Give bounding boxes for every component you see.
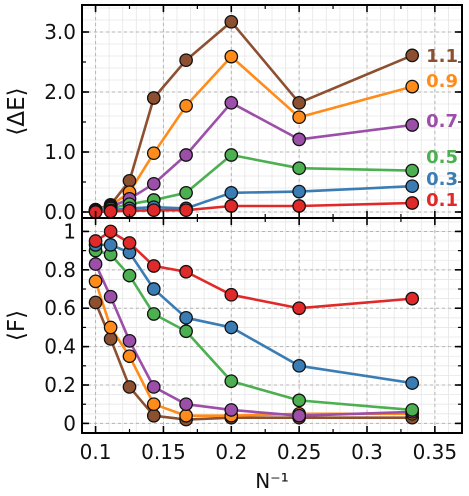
y-tick-label: 0.0 — [44, 200, 76, 224]
data-point-1.1 — [146, 408, 161, 423]
data-point-0.7 — [292, 408, 306, 423]
data-point-0.5 — [179, 185, 193, 200]
data-point-0.3 — [224, 185, 239, 200]
data-point-0.5 — [292, 161, 306, 176]
y-tick-label: 2.0 — [44, 80, 76, 104]
data-point-0.5 — [224, 374, 239, 389]
data-point-0.5 — [122, 268, 137, 283]
data-point-0.7 — [146, 176, 161, 191]
data-point-0.7 — [405, 118, 420, 132]
data-point-0.7 — [179, 397, 193, 412]
y-tick-label: 0.8 — [44, 258, 76, 282]
series-label-0.5: 0.5 — [426, 147, 458, 168]
series-label-0.1: 0.1 — [426, 190, 458, 211]
series-line-0.3 — [95, 243, 413, 385]
data-point-0.9 — [103, 320, 118, 335]
series-label-0.3: 0.3 — [426, 169, 458, 190]
x-tick-label: 0.1 — [80, 440, 112, 464]
data-point-0.1 — [405, 291, 420, 306]
y-tick-label: 1.0 — [44, 140, 76, 164]
y-axis-label: ⟨F⟩ — [4, 310, 30, 341]
panel-fidelity: 0 0.2 0.4 0.6 0.8 1 ⟨F⟩ 0.1 0.15 0.2 0.25 0.3 0.35 N⁻… — [4, 217, 463, 493]
data-point-0.7 — [224, 403, 239, 417]
data-point-0.1 — [292, 199, 306, 213]
data-point-0.1 — [179, 203, 193, 218]
x-tick-label: 0.15 — [141, 440, 186, 464]
data-point-1.1 — [405, 48, 420, 63]
data-point-0.1 — [88, 234, 103, 248]
data-point-0.7 — [88, 257, 103, 271]
data-point-0.1 — [224, 287, 239, 302]
data-point-0.1 — [146, 259, 161, 273]
data-point-0.9 — [146, 397, 161, 412]
data-point-0.3 — [179, 310, 193, 325]
y-tick-label: 0.4 — [44, 335, 76, 359]
data-point-0.3 — [224, 320, 239, 335]
data-point-0.9 — [179, 408, 193, 423]
series-label-0.7: 0.7 — [426, 111, 458, 132]
data-point-1.1 — [88, 295, 103, 310]
data-point-0.5 — [292, 393, 306, 408]
data-point-0.1 — [224, 199, 239, 213]
data-point-0.5 — [405, 163, 420, 178]
x-tick-label: 0.2 — [215, 440, 247, 464]
data-point-0.5 — [179, 324, 193, 339]
data-point-0.3 — [405, 179, 420, 194]
data-point-0.5 — [224, 148, 239, 162]
x-tick-label: 0.3 — [351, 440, 383, 464]
data-point-0.9 — [292, 110, 306, 125]
x-tick-label: 0.25 — [277, 440, 322, 464]
data-point-0.9 — [405, 79, 420, 94]
y-tick-label: 0.2 — [44, 373, 76, 397]
y-tick-label: 0.6 — [44, 296, 76, 320]
data-point-1.1 — [122, 380, 137, 394]
data-point-1.1 — [292, 95, 306, 110]
data-point-0.9 — [146, 146, 161, 161]
data-point-0.9 — [122, 349, 137, 364]
data-point-0.1 — [103, 204, 118, 219]
data-point-0.1 — [103, 224, 118, 239]
data-point-0.3 — [405, 376, 420, 390]
series-line-1.1 — [94, 301, 413, 421]
data-point-0.7 — [224, 95, 239, 110]
series-line-0.7 — [94, 263, 413, 418]
series-label-0.9: 0.9 — [426, 71, 458, 92]
x-axis-label: N⁻¹ — [255, 469, 289, 493]
data-point-0.7 — [103, 289, 118, 304]
x-tick-label: 0.35 — [413, 440, 458, 464]
data-point-0.1 — [122, 236, 137, 250]
data-point-1.1 — [146, 91, 161, 105]
data-point-0.5 — [405, 403, 420, 417]
data-point-0.7 — [292, 132, 306, 147]
series-label-1.1: 1.1 — [426, 46, 458, 67]
data-point-0.7 — [122, 334, 137, 348]
data-point-0.1 — [292, 301, 306, 316]
plot-frame — [81, 217, 463, 434]
data-point-0.9 — [224, 49, 239, 64]
data-point-0.1 — [179, 264, 193, 279]
data-point-0.3 — [292, 184, 306, 199]
panel-energy: 0.0 1.0 2.0 3.0 ⟨ΔE⟩ 1.1 0.9 0.7 0.50.30.1 — [4, 4, 463, 224]
series-line-0.7 — [95, 101, 413, 212]
data-point-0.7 — [179, 148, 193, 162]
data-point-0.5 — [146, 307, 161, 321]
data-point-1.1 — [224, 14, 239, 29]
data-point-0.9 — [179, 98, 193, 113]
series-line-0.5 — [95, 153, 413, 213]
y-tick-label: 3.0 — [44, 20, 76, 44]
y-axis-label: ⟨ΔE⟩ — [4, 87, 30, 135]
data-point-0.1 — [146, 203, 161, 218]
data-point-0.3 — [103, 238, 118, 252]
data-point-1.1 — [179, 53, 193, 68]
data-point-0.3 — [146, 282, 161, 296]
data-point-0.9 — [88, 274, 103, 289]
y-tick-label: 1 — [63, 219, 76, 243]
data-point-1.1 — [122, 173, 137, 188]
data-point-0.3 — [292, 358, 306, 373]
data-point-0.1 — [405, 196, 420, 210]
y-tick-label: 0 — [63, 411, 76, 435]
data-point-1.1 — [103, 332, 118, 346]
data-point-0.7 — [146, 380, 161, 394]
